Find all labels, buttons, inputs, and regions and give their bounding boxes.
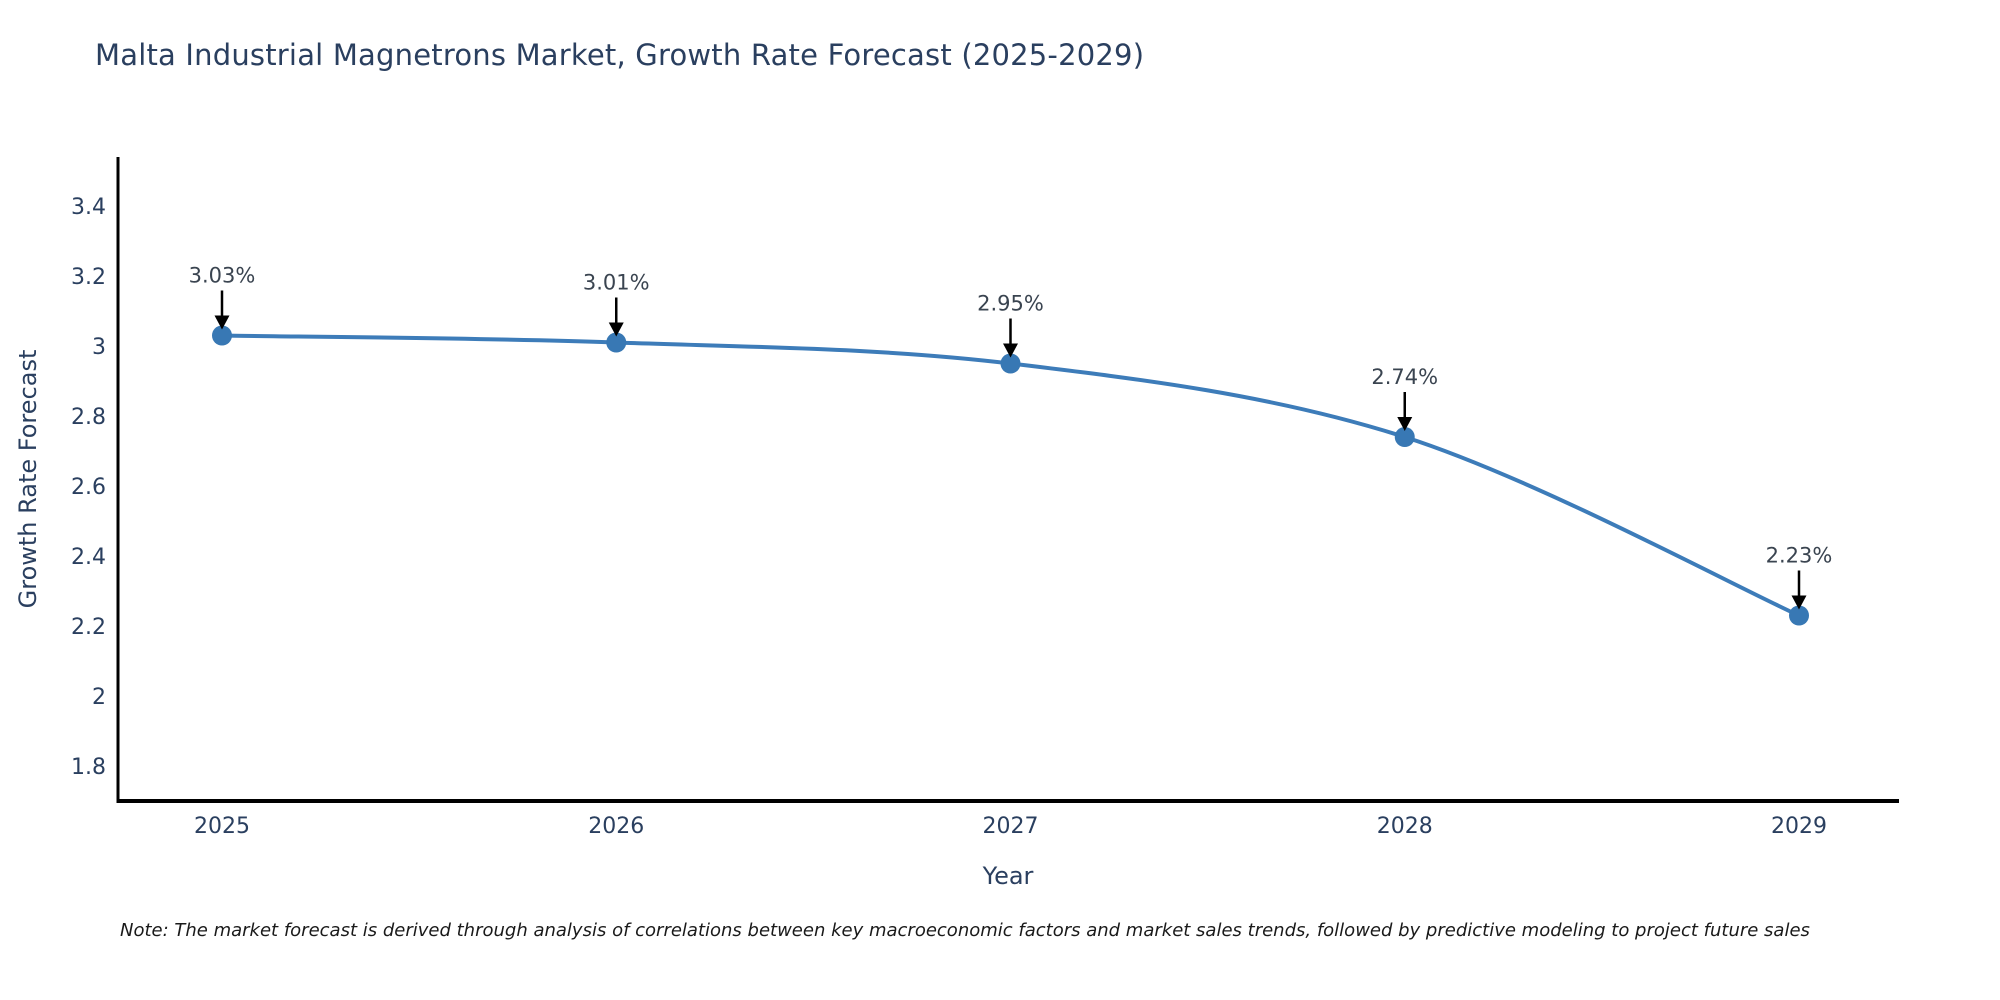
x-tick-label: 2028	[1377, 814, 1433, 839]
data-point-marker	[1789, 605, 1809, 626]
y-tick-label: 3.2	[71, 265, 106, 290]
y-tick-label: 3	[92, 335, 106, 360]
footnote: Note: The market forecast is derived thr…	[120, 920, 1810, 941]
annotation-arrow-head-icon	[1791, 595, 1807, 610]
data-point-marker	[1394, 427, 1415, 447]
x-tick-label: 2029	[1771, 814, 1827, 839]
annotation-arrow-head-icon	[608, 322, 624, 337]
point-value-label: 3.03%	[189, 264, 256, 288]
x-tick-label: 2025	[194, 814, 250, 839]
chart-title: Malta Industrial Magnetrons Market, Grow…	[95, 38, 1145, 72]
y-tick-label: 2.8	[71, 405, 106, 430]
series-line	[220, 333, 1801, 618]
y-tick-label: 2	[92, 685, 106, 710]
y-tick-label: 2.2	[71, 615, 106, 640]
point-value-label: 3.01%	[583, 271, 650, 295]
x-axis-title: Year	[982, 862, 1034, 890]
y-tick-label: 2.6	[71, 475, 106, 500]
data-point-marker	[212, 325, 232, 346]
x-tick-label: 2026	[588, 814, 644, 839]
x-tick-label: 2027	[983, 814, 1039, 839]
y-tick-label: 2.4	[71, 545, 106, 570]
annotation-arrow-head-icon	[214, 315, 230, 330]
data-point-marker	[1000, 353, 1021, 374]
point-value-label: 2.74%	[1371, 365, 1438, 389]
annotation-arrow-head-icon	[1003, 343, 1018, 358]
annotation-arrow-head-icon	[1397, 417, 1413, 431]
data-point-marker	[606, 332, 627, 353]
y-tick-label: 1.8	[71, 755, 106, 780]
point-value-label: 2.95%	[977, 292, 1044, 316]
y-tick-label: 3.4	[71, 195, 106, 220]
point-value-label: 2.23%	[1766, 544, 1833, 568]
